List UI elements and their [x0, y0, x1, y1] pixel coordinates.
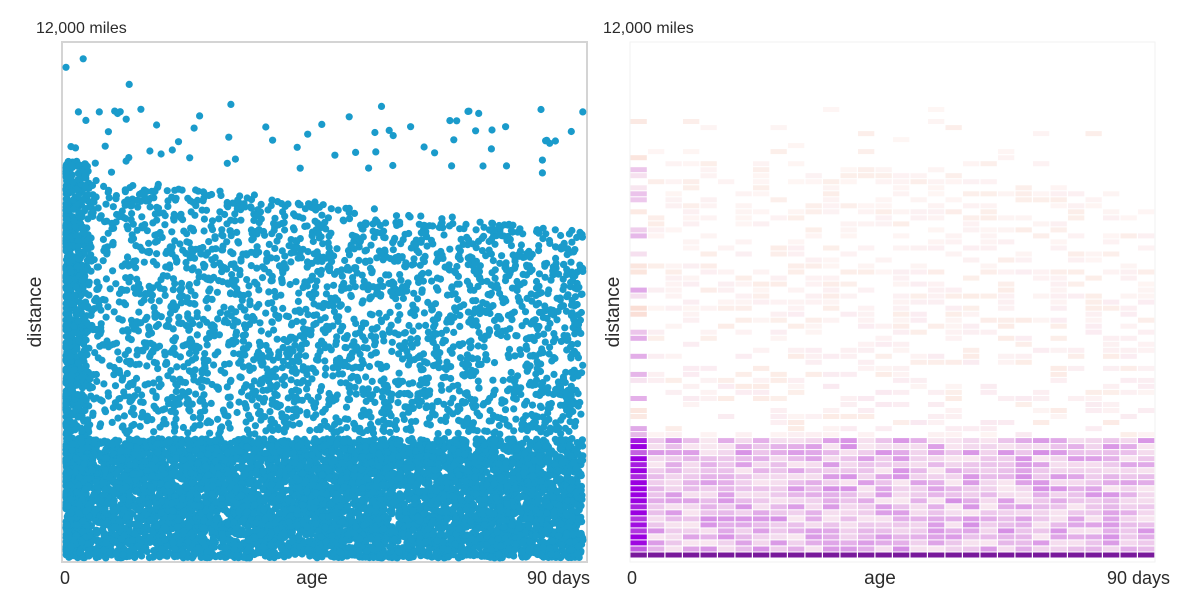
scatter-point — [321, 523, 329, 532]
scatter-point — [568, 435, 576, 443]
scatter-point — [449, 485, 457, 493]
scatter-point — [362, 537, 370, 545]
scatter-point — [212, 437, 220, 445]
scatter-point — [400, 500, 408, 508]
scatter-point — [420, 509, 428, 518]
scatter-point — [425, 466, 433, 474]
scatter-point — [355, 435, 363, 443]
scatter-point — [146, 533, 154, 541]
scatter-point — [179, 456, 187, 464]
scatter-panel: 12,000 miles distance 0 age 90 days — [25, 20, 590, 589]
scatter-points — [62, 55, 587, 562]
scatter-point — [551, 435, 559, 443]
scatter-point — [314, 437, 322, 445]
scatter-point — [259, 496, 268, 505]
scatter-point — [388, 510, 396, 518]
scatter-point — [93, 529, 101, 538]
scatter-point — [395, 507, 404, 515]
scatter-point — [532, 523, 541, 531]
scatter-point — [199, 538, 207, 546]
scatter-point — [526, 515, 534, 523]
